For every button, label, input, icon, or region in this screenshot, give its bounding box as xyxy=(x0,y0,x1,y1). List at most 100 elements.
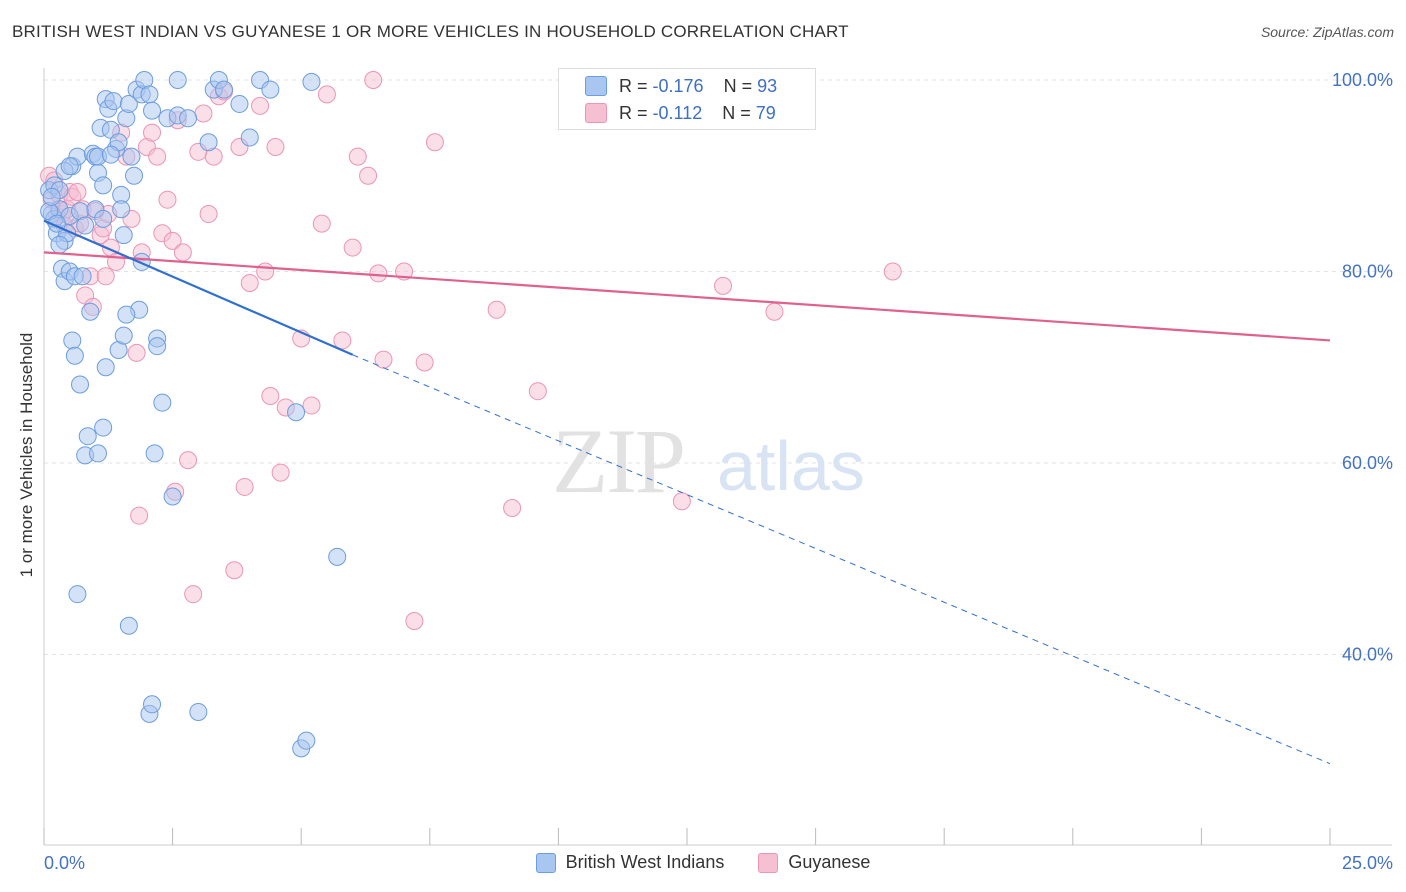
data-point-british-west-indians xyxy=(230,94,249,113)
data-point-british-west-indians xyxy=(189,702,208,721)
data-point-guyanese xyxy=(127,343,146,362)
watermark-atlas: atlas xyxy=(717,427,865,505)
legend-swatch-blue xyxy=(535,852,556,873)
data-point-british-west-indians xyxy=(153,393,172,412)
data-point-british-west-indians xyxy=(132,252,151,271)
data-point-british-west-indians xyxy=(145,444,164,463)
data-point-guyanese xyxy=(235,477,254,496)
data-point-british-west-indians xyxy=(68,585,87,604)
trend-line-british-west-indians xyxy=(43,219,354,356)
data-point-british-west-indians xyxy=(287,403,306,422)
data-point-guyanese xyxy=(425,133,444,152)
data-point-guyanese xyxy=(271,463,290,482)
data-point-british-west-indians xyxy=(60,157,79,176)
y-tick-label: 100.0% xyxy=(1332,70,1393,90)
legend-label: British West Indians xyxy=(565,852,725,872)
trend-line-guyanese xyxy=(43,251,1331,342)
r-label: R = xyxy=(619,75,653,96)
data-point-guyanese xyxy=(225,561,244,580)
data-point-british-west-indians xyxy=(42,187,61,206)
y-tick-label: 60.0% xyxy=(1342,453,1393,473)
data-point-guyanese xyxy=(194,104,213,123)
data-point-guyanese xyxy=(405,611,424,630)
data-point-british-west-indians xyxy=(73,267,92,286)
data-point-british-west-indians xyxy=(63,331,82,350)
stats-legend: R = -0.176 N = 93 R = -0.112 N = 79 xyxy=(558,68,816,130)
data-point-guyanese xyxy=(333,331,352,350)
data-point-guyanese xyxy=(143,123,162,142)
legend-swatch-pink xyxy=(585,103,607,123)
data-point-guyanese xyxy=(261,386,280,405)
data-point-guyanese xyxy=(364,71,383,89)
data-point-guyanese xyxy=(240,273,259,292)
data-point-british-west-indians xyxy=(122,147,141,166)
y-tick-label: 80.0% xyxy=(1342,262,1393,282)
data-point-guyanese xyxy=(184,585,203,604)
data-point-british-west-indians xyxy=(119,616,138,635)
data-point-guyanese xyxy=(503,499,522,518)
data-point-guyanese xyxy=(883,262,902,281)
data-point-guyanese xyxy=(148,147,167,166)
data-point-guyanese xyxy=(130,506,149,525)
data-point-guyanese xyxy=(343,238,362,257)
data-point-guyanese xyxy=(348,147,367,166)
source-credit: Source: ZipAtlas.com xyxy=(1260,24,1394,40)
data-point-british-west-indians xyxy=(140,85,159,104)
data-point-british-west-indians xyxy=(125,166,144,185)
data-point-guyanese xyxy=(251,96,270,115)
data-point-british-west-indians xyxy=(101,145,120,164)
data-point-british-west-indians xyxy=(148,337,167,356)
data-point-british-west-indians xyxy=(89,444,108,463)
data-point-guyanese xyxy=(714,276,733,295)
data-point-british-west-indians xyxy=(94,209,113,228)
data-point-british-west-indians xyxy=(65,346,84,365)
data-point-guyanese xyxy=(317,85,336,104)
data-point-guyanese xyxy=(256,262,275,281)
data-point-guyanese xyxy=(96,267,115,286)
data-point-guyanese xyxy=(765,302,784,321)
data-point-british-west-indians xyxy=(114,326,133,345)
n-label: N = xyxy=(723,75,758,96)
trend-lines xyxy=(43,219,1331,765)
legend-swatch-blue xyxy=(585,76,607,96)
data-point-guyanese xyxy=(369,264,388,283)
data-point-guyanese xyxy=(266,138,285,157)
data-point-british-west-indians xyxy=(143,101,162,120)
data-point-british-west-indians xyxy=(240,128,259,147)
data-point-british-west-indians xyxy=(76,216,95,235)
chart-title: BRITISH WEST INDIAN VS GUYANESE 1 OR MOR… xyxy=(12,22,849,41)
data-point-guyanese xyxy=(302,396,321,415)
legend-item-british-west-indians[interactable]: British West Indians xyxy=(535,852,725,873)
data-point-guyanese xyxy=(173,243,192,262)
data-point-british-west-indians xyxy=(112,200,131,219)
data-point-guyanese xyxy=(163,231,182,250)
trend-line-extension-british-west-indians xyxy=(352,354,1331,765)
data-point-guyanese xyxy=(199,205,218,224)
legend-swatch-pink xyxy=(758,852,779,873)
data-point-guyanese xyxy=(158,190,177,209)
data-point-british-west-indians xyxy=(199,133,218,152)
gridlines xyxy=(44,79,1392,655)
data-point-guyanese xyxy=(528,382,547,401)
n-value: 79 xyxy=(755,102,776,123)
data-point-british-west-indians xyxy=(71,375,90,394)
data-point-british-west-indians xyxy=(81,302,100,321)
data-point-british-west-indians xyxy=(94,418,113,437)
legend-label: Guyanese xyxy=(788,852,871,872)
data-point-guyanese xyxy=(68,183,87,202)
data-point-guyanese xyxy=(179,451,198,470)
data-point-guyanese xyxy=(312,214,331,233)
stats-text: R = -0.112 N = 79 xyxy=(619,103,776,124)
data-point-british-west-indians xyxy=(104,92,123,111)
data-point-british-west-indians xyxy=(114,226,133,245)
data-point-british-west-indians xyxy=(302,72,321,91)
data-point-british-west-indians xyxy=(96,358,115,377)
legend-item-guyanese[interactable]: Guyanese xyxy=(758,852,870,873)
data-point-british-west-indians xyxy=(179,109,198,128)
r-label: R = xyxy=(619,102,653,123)
data-point-guyanese xyxy=(487,300,506,319)
watermark-zip: ZIP xyxy=(552,410,684,512)
data-point-british-west-indians xyxy=(297,731,316,750)
data-point-british-west-indians xyxy=(163,487,182,506)
data-point-british-west-indians xyxy=(143,695,162,714)
